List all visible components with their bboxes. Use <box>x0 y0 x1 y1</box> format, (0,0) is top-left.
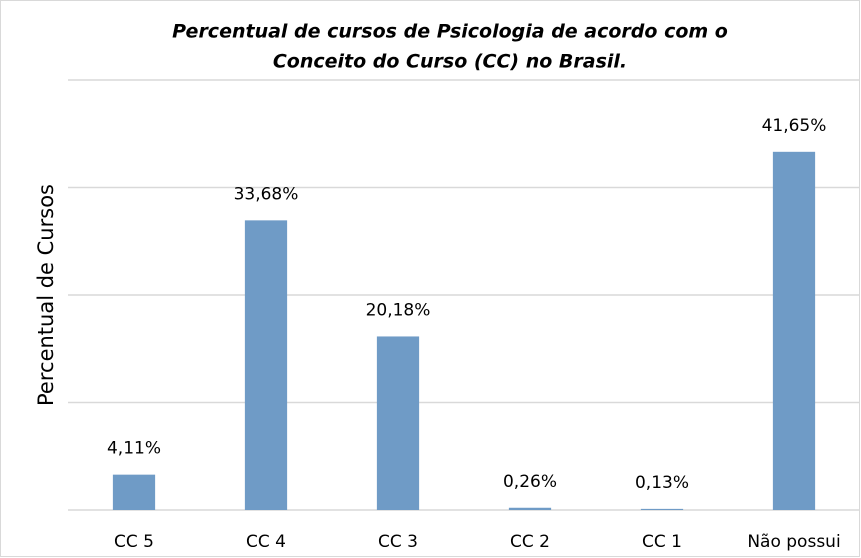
x-tick-label: CC 5 <box>114 532 154 552</box>
x-tick-label: CC 2 <box>510 532 550 552</box>
chart-title: Conceito do Curso (CC) no Brasil. <box>273 51 627 73</box>
data-label: 20,18% <box>366 300 431 320</box>
y-axis-label: Percentual de Cursos <box>34 184 58 406</box>
x-tick-label: CC 3 <box>378 532 418 552</box>
bar <box>640 508 684 510</box>
data-label: 0,26% <box>503 472 557 492</box>
x-tick-label: CC 4 <box>246 532 286 552</box>
data-label: 33,68% <box>234 184 299 204</box>
bar <box>376 336 420 510</box>
x-tick-label: Não possui <box>747 532 840 552</box>
bar <box>772 151 816 510</box>
chart-title: Percentual de cursos de Psicologia de ac… <box>172 21 728 43</box>
x-tick-label: CC 1 <box>642 532 682 552</box>
bar <box>112 474 156 510</box>
data-label: 4,11% <box>107 439 161 459</box>
bar <box>244 220 288 511</box>
data-label: 0,13% <box>635 473 689 493</box>
data-label: 41,65% <box>762 116 827 136</box>
bar <box>508 507 552 510</box>
